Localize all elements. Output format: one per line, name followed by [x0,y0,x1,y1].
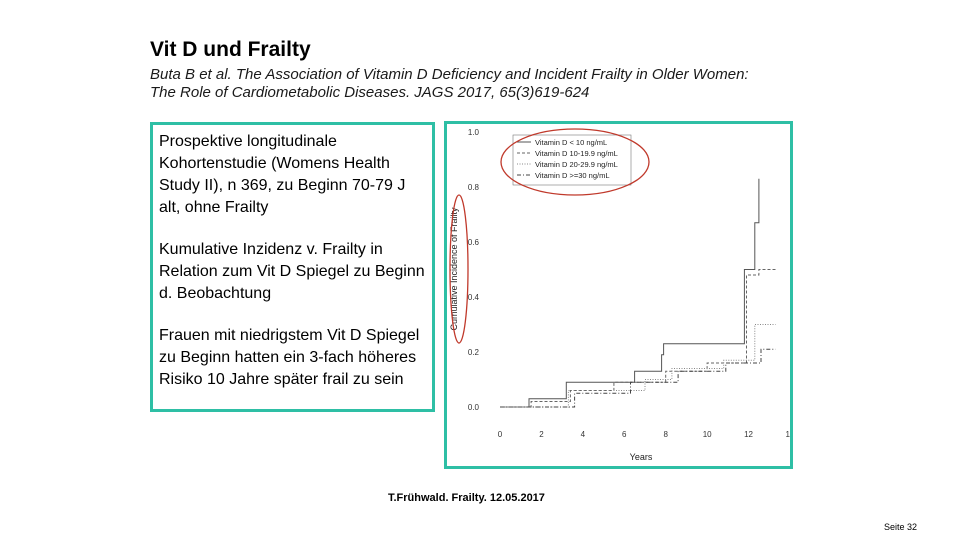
summary-paragraph-2: Kumulative Inzidenz v. Frailty in Relati… [159,241,425,302]
series-lines [500,178,776,408]
y-tick-label: 1.0 [468,128,480,137]
axis-ticks: 0.0 0.2 0.4 0.6 0.8 1.0 0 2 4 6 8 10 12 14 [468,128,795,439]
cumulative-incidence-chart: Cumulative Incidence of Frailty Years 0.… [449,128,795,462]
summary-paragraph-1: Prospektive longitudinale Kohortenstudie… [159,133,406,216]
y-tick-label: 0.6 [468,238,480,247]
legend-label: Vitamin D >=30 ng/mL [535,171,610,180]
series-line [500,178,760,408]
x-tick-label: 8 [663,430,668,439]
citation: Buta B et al. The Association of Vitamin… [150,66,850,102]
legend: Vitamin D < 10 ng/mL Vitamin D 10-19.9 ng… [512,134,632,186]
x-tick-label: 0 [498,430,503,439]
slide-title: Vit D und Frailty [150,38,311,61]
legend-highlight-ellipse [500,128,650,196]
legend-label: Vitamin D 20-29.9 ng/mL [535,160,618,169]
chart-frame: Cumulative Incidence of Frailty Years 0.… [444,121,795,469]
summary-textbox: Prospektive longitudinale Kohortenstudie… [150,122,435,412]
legend-label: Vitamin D 10-19.9 ng/mL [535,149,618,158]
page-number: Seite 32 [884,522,918,532]
footer-text: T.Frühwald. Frailty. 12.05.2017 [388,492,545,504]
series-line [500,348,776,408]
x-tick-label: 4 [581,430,586,439]
x-tick-label: 12 [744,430,753,439]
y-tick-label: 0.0 [468,403,480,412]
y-tick-label: 0.4 [468,293,480,302]
x-tick-label: 10 [703,430,712,439]
y-label-highlight-ellipse [449,194,469,344]
series-line [500,324,776,408]
legend-label: Vitamin D < 10 ng/mL [535,138,607,147]
y-tick-label: 0.8 [468,183,480,192]
legend-box [512,134,632,186]
series-line [500,269,776,408]
citation-line-2: The Role of Cardiometabolic Diseases. JA… [150,84,590,101]
y-tick-label: 0.2 [468,348,480,357]
x-axis-label: Years [630,452,653,462]
citation-line-1: Buta B et al. The Association of Vitamin… [150,66,749,83]
summary-paragraph-3: Frauen mit niedrigstem Vit D Spiegel zu … [159,327,420,388]
y-axis-label: Cumulative Incidence of Frailty [449,207,459,331]
x-tick-label: 14 [786,430,790,439]
x-tick-label: 6 [622,430,627,439]
x-tick-label: 2 [539,430,544,439]
